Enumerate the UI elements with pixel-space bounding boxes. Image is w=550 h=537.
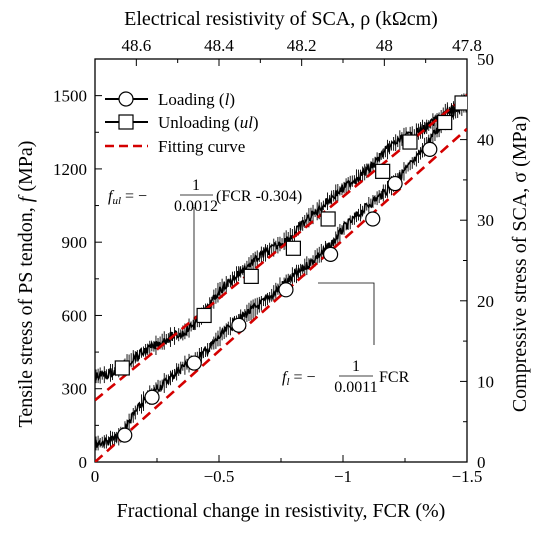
unloading-square-marker bbox=[454, 95, 467, 111]
loading-circle-marker bbox=[117, 427, 133, 443]
x2-tick-label: 47.8 bbox=[452, 36, 482, 55]
loading-circle-marker bbox=[387, 175, 403, 192]
legend-circle-marker bbox=[118, 91, 134, 107]
y2-tick-label: 10 bbox=[477, 372, 494, 391]
loading-circle-marker bbox=[323, 246, 339, 262]
loading-circle-marker bbox=[278, 282, 294, 298]
x-tick-label: −1 bbox=[334, 467, 352, 486]
loading-circle-marker bbox=[422, 141, 438, 157]
x-tick-label: −1.5 bbox=[452, 467, 483, 486]
x-tick-label: 0 bbox=[91, 467, 100, 486]
y2-tick-label: 50 bbox=[477, 50, 494, 69]
svg-text:1: 1 bbox=[192, 177, 200, 194]
unloading-square-marker bbox=[196, 307, 212, 324]
equation-unloading: ful = − 1 0.0012 (FCR -0.304) bbox=[108, 177, 302, 330]
plot-area bbox=[95, 93, 467, 462]
x2-axis-title: Electrical resistivity of SCA, ρ (kΩcm) bbox=[124, 8, 438, 30]
x2-tick-label: 48.2 bbox=[287, 36, 317, 55]
y-tick-label: 300 bbox=[62, 380, 88, 399]
x-tick-label: −0.5 bbox=[204, 467, 235, 486]
plot-layer: 0 −0.5 −1 −1.548.6 48.4 48.2 48 47.803006009001… bbox=[53, 36, 494, 486]
svg-text:1: 1 bbox=[352, 358, 360, 375]
y2-axis-title: Compressive stress of SCA, σ (MPa) bbox=[509, 116, 531, 412]
y-tick-label: 1200 bbox=[53, 160, 87, 179]
x2-tick-label: 48.6 bbox=[121, 36, 151, 55]
svg-text:0.0011: 0.0011 bbox=[334, 379, 377, 396]
svg-text:(FCR -0.304): (FCR -0.304) bbox=[216, 188, 302, 205]
svg-text:0.0012: 0.0012 bbox=[174, 198, 218, 215]
svg-text:FCR: FCR bbox=[379, 369, 410, 386]
legend-item-unloading: Unloading (ul) bbox=[105, 113, 259, 132]
legend-label-loading: Loading (l) bbox=[158, 90, 235, 109]
unloading-square-marker bbox=[243, 268, 259, 284]
unloading-square-marker bbox=[437, 114, 453, 131]
legend-label-unloading: Unloading (ul) bbox=[158, 113, 259, 132]
loading-circle-marker bbox=[144, 389, 160, 405]
legend-label-fitting: Fitting curve bbox=[158, 137, 245, 156]
y2-tick-label: 30 bbox=[477, 211, 494, 230]
loading-circle-marker bbox=[365, 211, 381, 227]
unloading-square-marker bbox=[285, 240, 301, 256]
y2-tick-label: 20 bbox=[477, 292, 494, 311]
y-axis-title: Tensile stress of PS tendon, f (MPa) bbox=[15, 141, 37, 428]
unloading-square-marker bbox=[402, 134, 418, 150]
y-tick-label: 1500 bbox=[53, 87, 87, 106]
svg-text:fl = −: fl = − bbox=[282, 369, 316, 388]
x2-tick-label: 48.4 bbox=[204, 36, 234, 55]
x2-tick-label: 48 bbox=[376, 36, 393, 55]
y-tick-label: 600 bbox=[62, 306, 88, 325]
y-tick-label: 900 bbox=[62, 233, 88, 252]
svg-text:ful = −: ful = − bbox=[108, 188, 147, 207]
legend-item-fitting: Fitting curve bbox=[105, 137, 245, 156]
y-tick-label: 0 bbox=[79, 453, 88, 472]
legend: Loading (l) Unloading (ul) Fitting curve bbox=[105, 90, 259, 156]
unloading-square-marker bbox=[114, 360, 130, 376]
x-axis-title: Fractional change in resistivity, FCR (%… bbox=[117, 500, 446, 522]
y2-tick-label: 0 bbox=[477, 453, 486, 472]
equation-loading: fl = − 1 0.0011 FCR bbox=[282, 282, 410, 396]
legend-square-marker bbox=[118, 114, 134, 130]
legend-item-loading: Loading (l) bbox=[105, 90, 235, 109]
unloading-square-marker bbox=[320, 211, 336, 227]
unloading-square-marker bbox=[375, 163, 391, 179]
loading-circle-marker bbox=[231, 317, 247, 333]
y2-tick-label: 40 bbox=[477, 131, 494, 150]
loading-circle-marker bbox=[186, 355, 202, 371]
